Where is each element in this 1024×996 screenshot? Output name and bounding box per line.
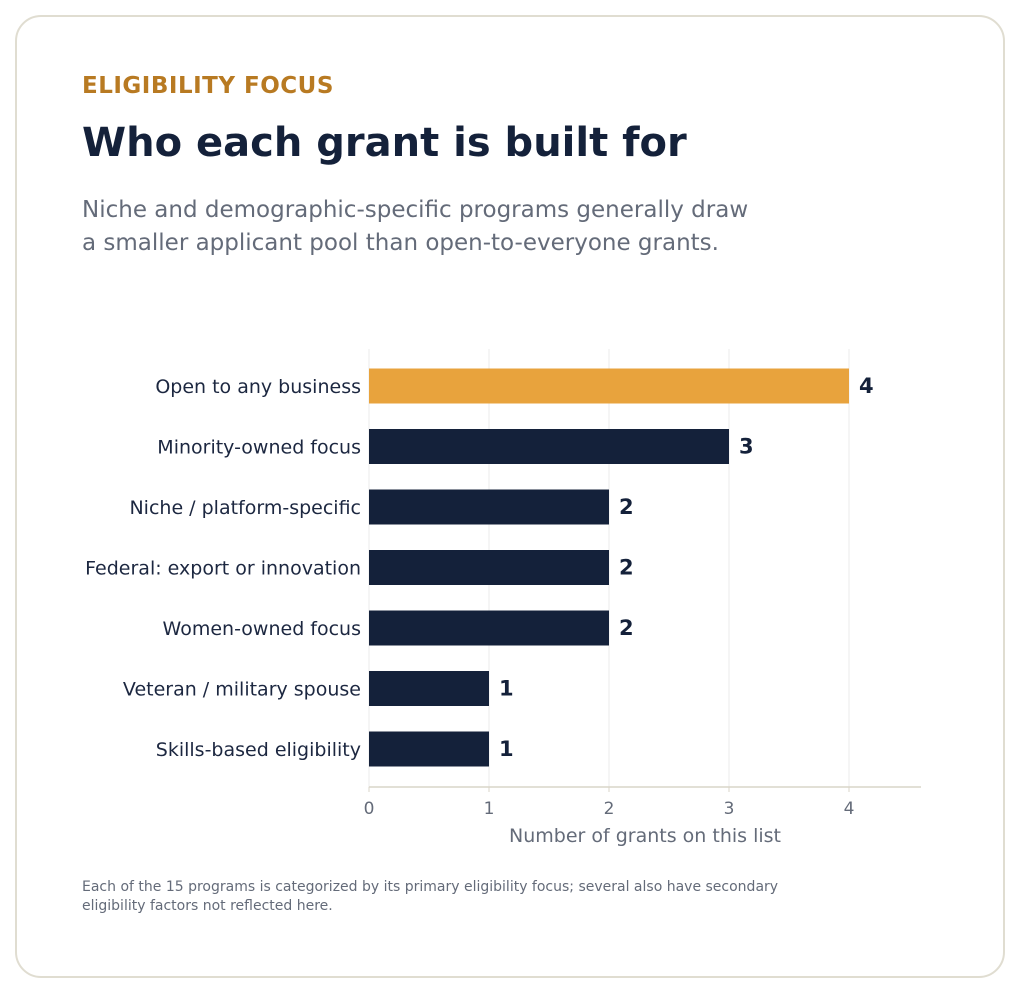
data-label: 4 <box>859 374 874 398</box>
category-label: Veteran / military spouse <box>123 679 361 701</box>
data-label: 2 <box>619 495 634 519</box>
bar <box>369 731 489 767</box>
category-label: Women-owned focus <box>163 618 361 640</box>
category-label: Niche / platform-specific <box>129 497 361 519</box>
category-label: Federal: export or innovation <box>85 558 361 580</box>
x-axis-label: Number of grants on this list <box>509 825 781 847</box>
x-tick-label: 2 <box>604 799 615 819</box>
bar <box>369 671 489 706</box>
x-tick-label: 0 <box>364 799 375 819</box>
x-tick-label: 1 <box>484 799 495 819</box>
category-label: Open to any business <box>155 376 361 398</box>
data-label: 1 <box>499 737 514 761</box>
bar <box>369 429 729 464</box>
bar <box>369 610 609 646</box>
x-tick-label: 3 <box>724 799 735 819</box>
data-label: 2 <box>619 556 634 580</box>
eyebrow-label: ELIGIBILITY FOCUS <box>82 73 334 99</box>
chart-subtitle: Niche and demographic-specific programs … <box>82 197 749 256</box>
bar <box>369 550 609 585</box>
chart-title: Who each grant is built for <box>82 120 687 166</box>
x-tick-label: 4 <box>844 799 855 819</box>
bar <box>369 368 849 404</box>
category-label: Skills-based eligibility <box>156 739 361 761</box>
data-label: 2 <box>619 616 634 640</box>
data-label: 3 <box>739 435 754 459</box>
data-label: 1 <box>499 677 514 701</box>
bar <box>369 489 609 525</box>
chart-footnote: Each of the 15 programs is categorized b… <box>82 879 779 914</box>
category-label: Minority-owned focus <box>157 437 361 459</box>
